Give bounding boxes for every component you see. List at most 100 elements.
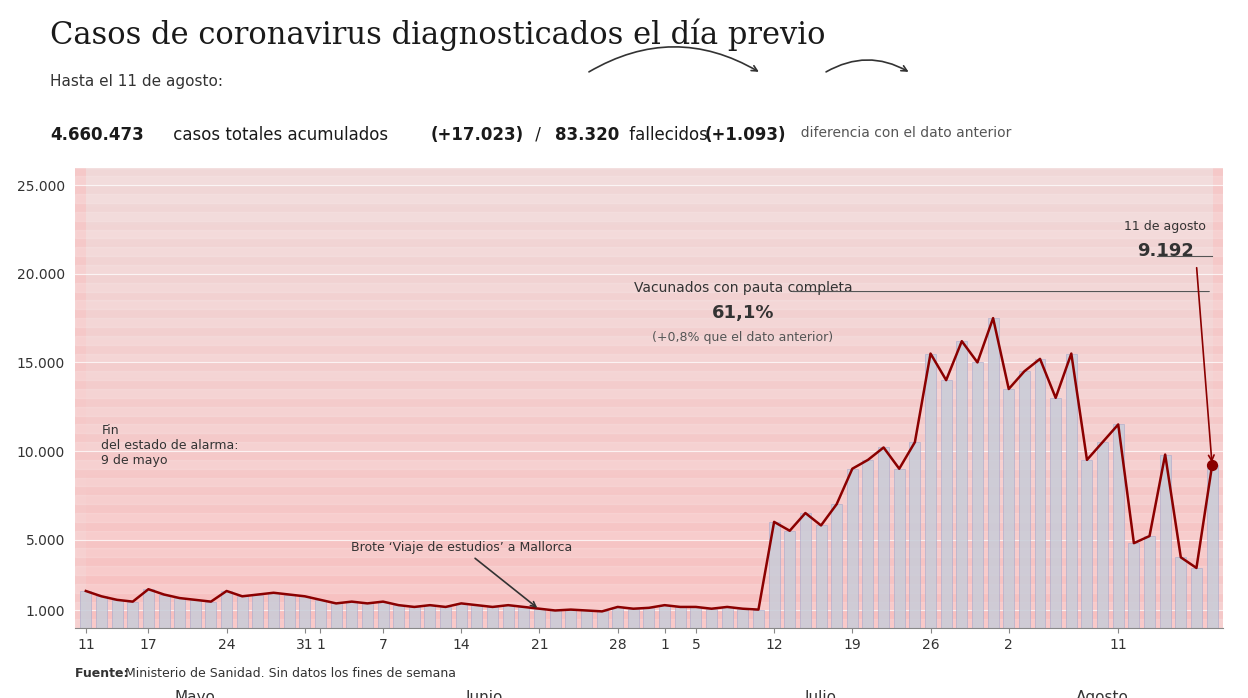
Bar [75, 460, 1223, 469]
Bar [75, 442, 1223, 451]
Text: Fuente:: Fuente: [75, 667, 132, 680]
Bar [1035, 359, 1046, 628]
Bar [956, 341, 967, 628]
Bar [941, 380, 952, 628]
Text: Fin
del estado de alarma:
9 de mayo: Fin del estado de alarma: 9 de mayo [101, 424, 238, 468]
Bar [75, 496, 1223, 504]
Bar [644, 608, 654, 628]
Bar [815, 526, 826, 628]
Bar [1191, 568, 1202, 628]
Text: 11 de agosto: 11 de agosto [1124, 220, 1206, 232]
Text: Brote ‘Viaje de estudios’ a Mallorca: Brote ‘Viaje de estudios’ a Mallorca [351, 541, 572, 607]
Text: 9.192: 9.192 [1137, 242, 1193, 260]
Bar [800, 513, 811, 628]
Bar [75, 177, 1223, 185]
Bar [158, 595, 170, 628]
Bar [518, 607, 529, 628]
Bar [331, 603, 342, 628]
Text: (+17.023): (+17.023) [431, 126, 524, 144]
Bar [75, 354, 1223, 362]
Text: Casos de coronavirus diagnosticados el día previo: Casos de coronavirus diagnosticados el d… [50, 18, 825, 51]
Bar [1159, 454, 1171, 628]
Bar [346, 602, 357, 628]
Bar [894, 469, 905, 628]
Bar [75, 549, 1223, 557]
Text: Mayo: Mayo [175, 690, 216, 698]
Bar [75, 389, 1223, 398]
Bar [314, 600, 326, 628]
Point [1202, 460, 1222, 471]
Bar [75, 211, 1223, 221]
Bar [75, 513, 1223, 522]
Bar [597, 611, 608, 628]
Text: Agosto: Agosto [1076, 690, 1129, 698]
Bar [190, 600, 201, 628]
Text: 61,1%: 61,1% [711, 304, 774, 322]
Text: /: / [530, 126, 547, 144]
Bar [75, 336, 1223, 345]
Text: Hasta el 11 de agosto:: Hasta el 11 de agosto: [50, 74, 223, 89]
Bar [613, 607, 623, 628]
Bar [1003, 389, 1015, 628]
Bar [659, 605, 670, 628]
Bar [221, 591, 232, 628]
Bar [75, 602, 1223, 611]
Bar [175, 598, 185, 628]
Bar [831, 504, 842, 628]
Bar [409, 607, 419, 628]
Bar [75, 566, 1223, 575]
Bar [565, 609, 577, 628]
Bar [862, 460, 874, 628]
Bar [75, 318, 1223, 327]
Bar [580, 611, 592, 628]
Bar [75, 584, 1223, 593]
Bar [75, 371, 1223, 380]
Bar [721, 607, 733, 628]
Bar [111, 600, 122, 628]
Bar [690, 607, 701, 628]
Bar [972, 362, 983, 628]
Text: 4.660.473: 4.660.473 [50, 126, 144, 144]
Text: diferencia con el dato anterior: diferencia con el dato anterior [792, 126, 1012, 140]
Bar [75, 158, 1223, 168]
Text: (+0,8% que el dato anterior): (+0,8% que el dato anterior) [653, 331, 834, 344]
Bar [503, 605, 514, 628]
Bar [549, 611, 560, 628]
Bar [75, 247, 1223, 256]
Bar [1097, 442, 1108, 628]
FancyArrowPatch shape [826, 60, 907, 72]
Bar [534, 609, 545, 628]
Bar [987, 318, 998, 628]
Bar [472, 605, 483, 628]
Bar [75, 407, 1223, 415]
Bar [753, 609, 764, 628]
Bar [910, 442, 920, 628]
Bar [127, 602, 139, 628]
Text: 83.320: 83.320 [555, 126, 619, 144]
Bar [96, 596, 107, 628]
Bar [75, 477, 1223, 487]
Bar [252, 595, 263, 628]
Bar [393, 605, 404, 628]
Bar [424, 605, 436, 628]
Bar [362, 603, 373, 628]
Bar [1176, 557, 1187, 628]
Bar [847, 469, 857, 628]
Bar [300, 596, 311, 628]
Bar [75, 530, 1223, 540]
FancyArrowPatch shape [589, 47, 758, 72]
Bar [1050, 398, 1061, 628]
Text: casos totales acumulados: casos totales acumulados [168, 126, 394, 144]
Bar [1066, 354, 1077, 628]
Text: Julio: Julio [805, 690, 837, 698]
Bar [925, 354, 936, 628]
Bar [1082, 460, 1092, 628]
Bar [378, 602, 388, 628]
Text: (+1.093): (+1.093) [705, 126, 786, 144]
Bar [879, 447, 889, 628]
Bar [441, 607, 451, 628]
Bar [75, 424, 1223, 433]
Bar [75, 300, 1223, 309]
Bar [80, 591, 91, 628]
Bar [75, 194, 1223, 203]
